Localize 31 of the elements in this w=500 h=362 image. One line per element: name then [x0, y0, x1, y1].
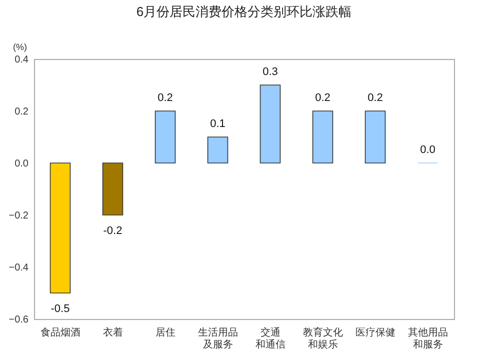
bar [207, 136, 228, 164]
y-tick-label: 0.0 [14, 158, 29, 170]
x-tick-label: 居住 [155, 328, 176, 338]
bar [260, 84, 281, 164]
bar [50, 162, 71, 294]
x-tick-label: 教育文化和娱乐 [302, 326, 343, 350]
data-label: 0.3 [262, 66, 278, 78]
chart-title: 6月份居民消费价格分类别环比涨跌幅 [136, 4, 352, 19]
y-tick-label: −0.2 [8, 210, 29, 222]
x-tick-label: 交通和通信 [255, 326, 286, 350]
y-axis-title: (%) [13, 42, 27, 52]
bar [312, 110, 334, 164]
x-tick-label: 其他用品和服务 [408, 326, 448, 350]
y-tick-label: 0.4 [14, 54, 29, 66]
y-tick-label: −0.4 [8, 262, 29, 274]
y-tick-label: 0.2 [14, 106, 29, 118]
bar [102, 162, 124, 216]
x-tick-label: 衣着 [102, 326, 123, 338]
bar [364, 110, 386, 164]
x-tick-label: 食品烟酒 [40, 326, 80, 338]
data-label: 0.2 [368, 92, 383, 104]
data-label: 0.2 [158, 92, 173, 104]
data-label: -0.2 [103, 225, 122, 237]
data-label: 0.0 [420, 144, 436, 156]
x-tick-label: 医疗保健 [355, 326, 396, 338]
x-tick-label: 生活用品及服务 [198, 326, 238, 350]
data-label: 0.1 [210, 118, 226, 130]
y-tick-label: −0.6 [8, 314, 29, 326]
data-label: -0.5 [50, 303, 70, 315]
data-label: 0.2 [315, 92, 330, 104]
bar [154, 110, 176, 164]
